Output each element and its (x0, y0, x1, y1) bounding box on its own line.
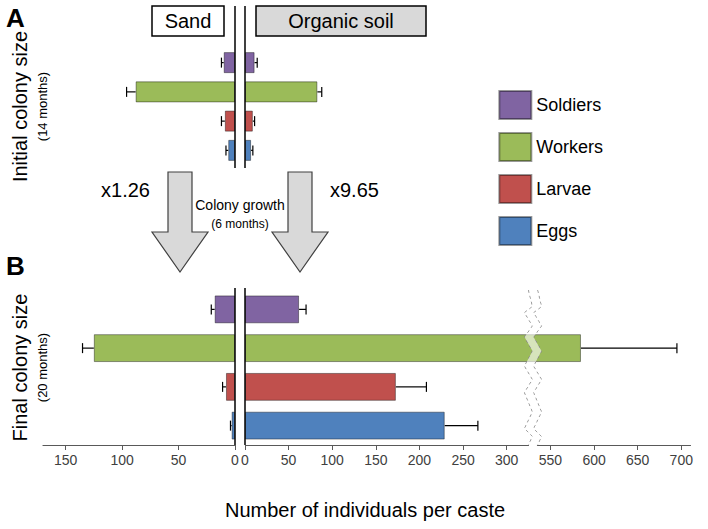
svg-text:x9.65: x9.65 (330, 179, 379, 201)
svg-text:0: 0 (241, 452, 249, 468)
svg-text:Workers: Workers (536, 137, 603, 157)
svg-text:(20 months): (20 months) (35, 333, 50, 402)
svg-text:200: 200 (408, 452, 432, 468)
svg-text:Final colony size: Final colony size (9, 294, 31, 442)
svg-text:50: 50 (281, 452, 297, 468)
svg-text:B: B (6, 251, 25, 281)
svg-text:250: 250 (451, 452, 475, 468)
svg-text:Sand: Sand (165, 10, 212, 32)
svg-text:Colony growth: Colony growth (195, 197, 285, 213)
svg-text:Soldiers: Soldiers (536, 95, 601, 115)
svg-text:300: 300 (495, 452, 519, 468)
svg-text:(6 months): (6 months) (211, 217, 268, 231)
svg-text:650: 650 (626, 452, 650, 468)
svg-text:50: 50 (171, 452, 187, 468)
svg-text:Organic soil: Organic soil (288, 10, 394, 32)
svg-text:600: 600 (582, 452, 606, 468)
svg-text:Eggs: Eggs (536, 221, 577, 241)
svg-text:Initial colony size: Initial colony size (9, 31, 31, 182)
svg-text:150: 150 (364, 452, 388, 468)
svg-text:0: 0 (231, 452, 239, 468)
svg-text:Number of individuals per cast: Number of individuals per caste (225, 499, 505, 521)
svg-text:100: 100 (110, 452, 134, 468)
svg-text:150: 150 (54, 452, 78, 468)
svg-text:(14 months): (14 months) (35, 72, 50, 141)
svg-text:100: 100 (321, 452, 345, 468)
svg-text:700: 700 (670, 452, 694, 468)
svg-text:Larvae: Larvae (536, 179, 591, 199)
svg-text:550: 550 (539, 452, 563, 468)
svg-text:A: A (6, 3, 25, 33)
svg-text:x1.26: x1.26 (101, 179, 150, 201)
